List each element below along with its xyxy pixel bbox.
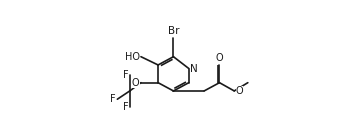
Text: O: O bbox=[216, 53, 223, 63]
Text: N: N bbox=[190, 63, 198, 74]
Text: O: O bbox=[132, 78, 140, 88]
Text: F: F bbox=[110, 94, 116, 104]
Text: O: O bbox=[236, 86, 243, 96]
Text: F: F bbox=[123, 102, 129, 112]
Text: F: F bbox=[123, 70, 129, 80]
Text: HO: HO bbox=[125, 52, 140, 62]
Text: Br: Br bbox=[168, 26, 179, 36]
